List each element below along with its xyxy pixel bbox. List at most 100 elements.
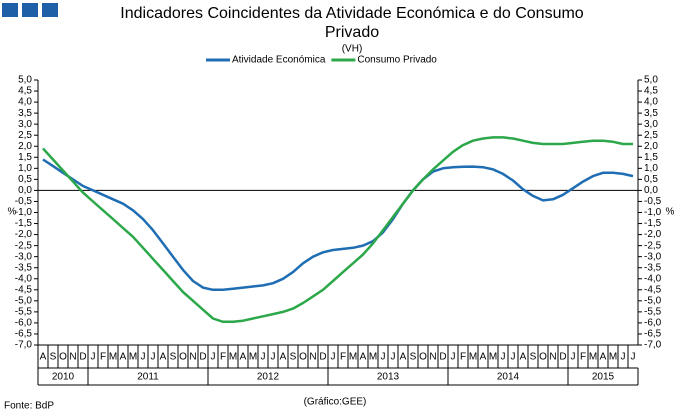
x-tick-label: J bbox=[141, 352, 146, 363]
x-tick-label: A bbox=[600, 352, 607, 363]
x-tick-label: F bbox=[220, 352, 226, 363]
x-tick-label: A bbox=[360, 352, 367, 363]
y-tick-label: -1,5 bbox=[15, 218, 33, 229]
x-tick-label: O bbox=[59, 352, 67, 363]
y-tick-label: 1,0 bbox=[18, 163, 32, 174]
y2-tick-label: 1,5 bbox=[644, 152, 658, 163]
y-tick-label: 2,5 bbox=[18, 130, 32, 141]
x-tick-label: M bbox=[349, 352, 357, 363]
x-tick-label: D bbox=[559, 352, 566, 363]
x-tick-label: N bbox=[69, 352, 76, 363]
y2-tick-label: -4,0 bbox=[644, 273, 662, 284]
chart-title: Indicadores Coincidentes da Atividade Ec… bbox=[120, 5, 583, 22]
y2-tick-label: -2,5 bbox=[644, 240, 662, 251]
y2-axis-label: % bbox=[666, 207, 675, 218]
y2-tick-label: -4,5 bbox=[644, 284, 662, 295]
y2-tick-label: 4,5 bbox=[644, 86, 658, 97]
chart-title: Privado bbox=[325, 24, 379, 41]
x-tick-label: A bbox=[120, 352, 127, 363]
x-tick-label: O bbox=[299, 352, 307, 363]
x-tick-label: F bbox=[460, 352, 466, 363]
x-tick-label: F bbox=[580, 352, 586, 363]
y2-tick-label: 5,0 bbox=[644, 75, 658, 86]
y-tick-label: 1,5 bbox=[18, 152, 32, 163]
y2-tick-label: -3,0 bbox=[644, 251, 662, 262]
y-tick-label: 3,5 bbox=[18, 108, 32, 119]
legend-label: Atividade Económica bbox=[232, 55, 326, 66]
x-tick-label: A bbox=[480, 352, 487, 363]
x-tick-label: D bbox=[199, 352, 206, 363]
x-tick-label: J bbox=[331, 352, 336, 363]
y-tick-label: -7,0 bbox=[15, 340, 33, 351]
x-tick-label: M bbox=[489, 352, 497, 363]
x-tick-label: S bbox=[170, 352, 177, 363]
x-tick-label: F bbox=[340, 352, 346, 363]
y-axis-label: % bbox=[8, 207, 17, 218]
legend-label: Consumo Privado bbox=[357, 55, 437, 66]
y-tick-label: -6,5 bbox=[15, 329, 33, 340]
y-tick-label: 4,5 bbox=[18, 86, 32, 97]
y-tick-label: 5,0 bbox=[18, 75, 32, 86]
x-tick-label: A bbox=[240, 352, 247, 363]
y-tick-label: -4,5 bbox=[15, 284, 33, 295]
logo-square bbox=[2, 3, 18, 17]
year-label: 2015 bbox=[592, 372, 615, 383]
y2-tick-label: 3,0 bbox=[644, 119, 658, 130]
y2-tick-label: -1,5 bbox=[644, 218, 662, 229]
logo-square bbox=[22, 3, 38, 17]
y2-tick-label: 2,5 bbox=[644, 130, 658, 141]
y2-tick-label: -5,5 bbox=[644, 307, 662, 318]
x-tick-label: S bbox=[50, 352, 57, 363]
x-tick-label: A bbox=[40, 352, 47, 363]
x-tick-label: O bbox=[419, 352, 427, 363]
year-label: 2010 bbox=[52, 372, 75, 383]
x-tick-label: S bbox=[410, 352, 417, 363]
x-tick-label: J bbox=[271, 352, 276, 363]
x-tick-label: J bbox=[391, 352, 396, 363]
y2-tick-label: 0,0 bbox=[644, 185, 658, 196]
x-tick-label: M bbox=[109, 352, 117, 363]
x-tick-label: S bbox=[530, 352, 537, 363]
x-tick-label: A bbox=[400, 352, 407, 363]
x-tick-label: J bbox=[211, 352, 216, 363]
x-tick-label: D bbox=[439, 352, 446, 363]
x-tick-label: J bbox=[91, 352, 96, 363]
x-tick-label: O bbox=[179, 352, 187, 363]
y2-tick-label: 1,0 bbox=[644, 163, 658, 174]
y2-tick-label: 0,5 bbox=[644, 174, 658, 185]
y-tick-label: -6,0 bbox=[15, 318, 33, 329]
y2-tick-label: -6,0 bbox=[644, 318, 662, 329]
x-tick-label: M bbox=[589, 352, 597, 363]
x-tick-label: J bbox=[501, 352, 506, 363]
x-tick-label: S bbox=[290, 352, 297, 363]
y-tick-label: -3,5 bbox=[15, 262, 33, 273]
y2-tick-label: -2,0 bbox=[644, 229, 662, 240]
y-tick-label: 0,0 bbox=[18, 185, 32, 196]
x-tick-label: M bbox=[369, 352, 377, 363]
x-tick-label: N bbox=[309, 352, 316, 363]
x-tick-label: J bbox=[631, 352, 636, 363]
y2-tick-label: -6,5 bbox=[644, 329, 662, 340]
y2-tick-label: -1,0 bbox=[644, 207, 662, 218]
y-tick-label: 3,0 bbox=[18, 119, 32, 130]
x-tick-label: N bbox=[549, 352, 556, 363]
y-tick-label: 4,0 bbox=[18, 97, 32, 108]
x-tick-label: J bbox=[451, 352, 456, 363]
y2-tick-label: -3,5 bbox=[644, 262, 662, 273]
y-tick-label: -5,0 bbox=[15, 295, 33, 306]
y-tick-label: -5,5 bbox=[15, 307, 33, 318]
x-tick-label: J bbox=[621, 352, 626, 363]
y2-tick-label: 3,5 bbox=[644, 108, 658, 119]
x-tick-label: N bbox=[429, 352, 436, 363]
x-tick-label: M bbox=[609, 352, 617, 363]
series-line bbox=[42, 158, 634, 292]
x-tick-label: J bbox=[571, 352, 576, 363]
x-tick-label: A bbox=[280, 352, 287, 363]
x-tick-label: D bbox=[319, 352, 326, 363]
y2-tick-label: -7,0 bbox=[644, 340, 662, 351]
x-tick-label: M bbox=[249, 352, 257, 363]
year-label: 2011 bbox=[137, 372, 159, 383]
year-label: 2014 bbox=[497, 372, 520, 383]
source: Fonte: BdP bbox=[4, 401, 54, 412]
